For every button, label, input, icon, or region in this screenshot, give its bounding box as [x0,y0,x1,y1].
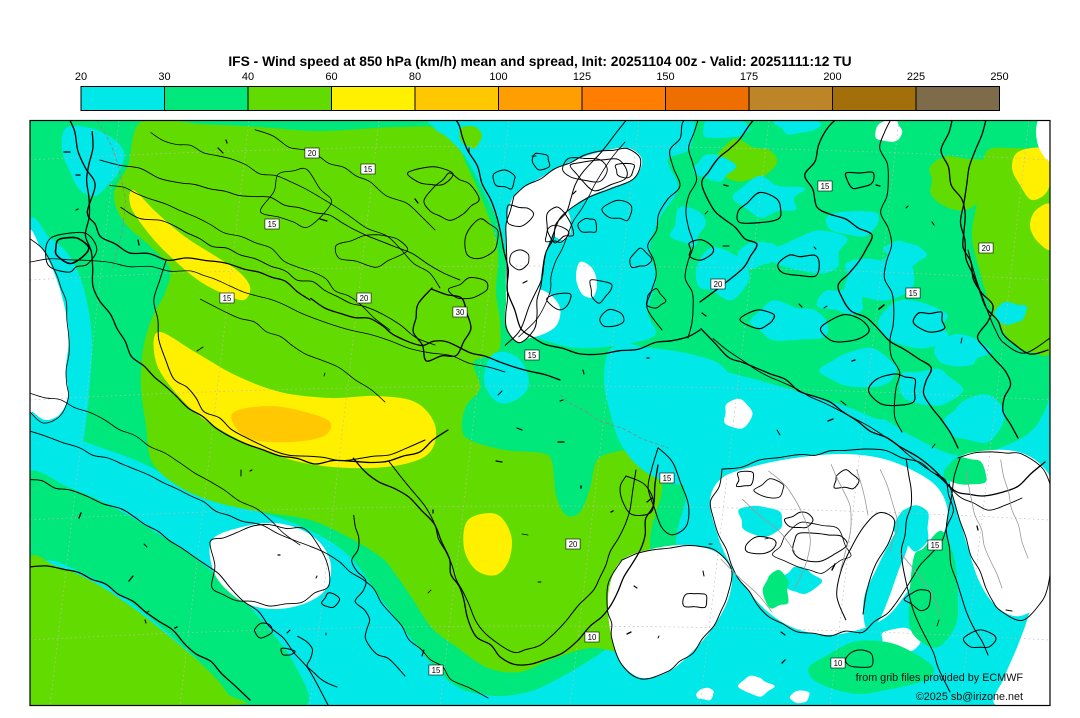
svg-text:30: 30 [158,71,170,83]
svg-text:15: 15 [663,474,672,483]
svg-text:20: 20 [569,540,578,549]
svg-text:20: 20 [714,280,723,289]
svg-text:10: 10 [588,633,597,642]
svg-text:125: 125 [573,71,591,83]
svg-text:200: 200 [823,71,841,83]
svg-text:150: 150 [656,71,674,83]
svg-text:20: 20 [982,244,991,253]
svg-text:175: 175 [740,71,758,83]
svg-text:15: 15 [821,182,830,191]
svg-text:15: 15 [909,289,918,298]
svg-text:15: 15 [268,220,277,229]
svg-text:15: 15 [931,541,940,550]
svg-text:20: 20 [75,71,87,83]
svg-text:15: 15 [223,294,232,303]
svg-text:15: 15 [528,351,537,360]
svg-text:from grib files provided by EC: from grib files provided by ECMWF [856,672,1024,684]
svg-text:100: 100 [489,71,507,83]
svg-text:15: 15 [432,666,441,675]
svg-text:40: 40 [242,71,254,83]
svg-text:30: 30 [456,308,465,317]
svg-text:IFS - Wind speed at 850 hPa (k: IFS - Wind speed at 850 hPa (km/h) mean … [228,54,851,69]
svg-text:225: 225 [907,71,925,83]
svg-text:©2025 sb@irizone.net: ©2025 sb@irizone.net [916,691,1023,703]
svg-text:15: 15 [364,165,373,174]
svg-text:250: 250 [990,71,1008,83]
svg-text:20: 20 [308,149,317,158]
svg-text:10: 10 [834,659,843,668]
svg-text:20: 20 [360,294,369,303]
svg-text:80: 80 [409,71,421,83]
svg-text:60: 60 [325,71,337,83]
